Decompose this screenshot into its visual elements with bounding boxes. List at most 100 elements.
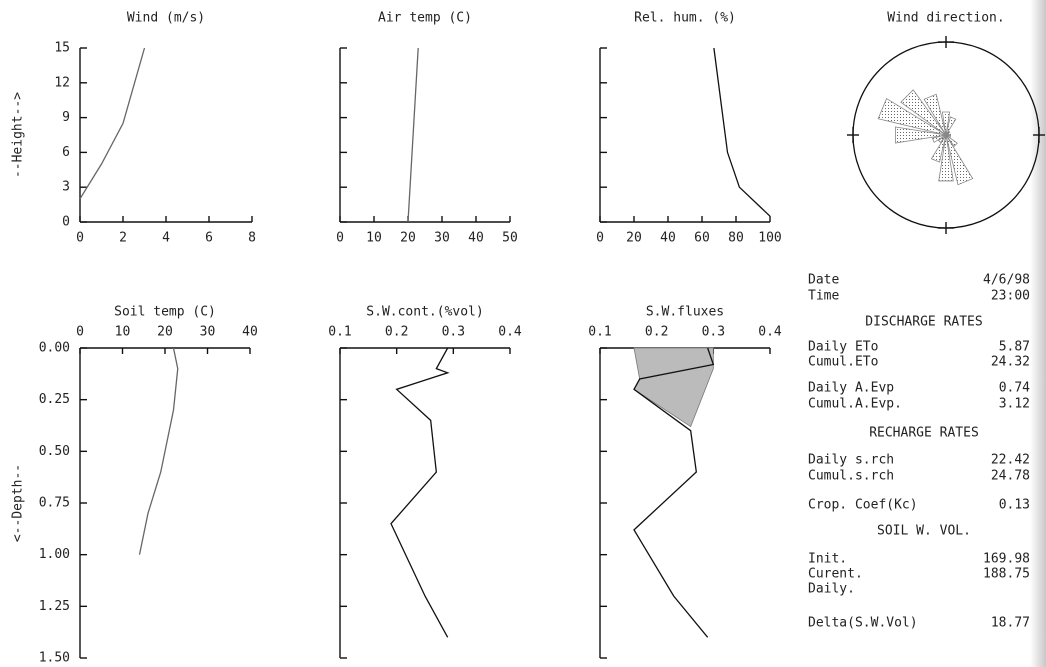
rose-petal bbox=[938, 134, 954, 182]
x-tick-label: 0.2 bbox=[385, 325, 408, 340]
x-tick-label: 40 bbox=[468, 231, 484, 246]
x-tick-label: 80 bbox=[728, 231, 744, 246]
section-heading: RECHARGE RATES bbox=[869, 426, 979, 441]
summary-value: 0.13 bbox=[999, 498, 1030, 513]
summary-label: Cumul.ETo bbox=[808, 355, 878, 370]
rose-petal bbox=[945, 116, 957, 136]
x-tick-label: 0 bbox=[76, 325, 84, 340]
summary-label: Time bbox=[808, 289, 839, 304]
x-tick-label: 0.4 bbox=[758, 325, 782, 340]
x-tick-label: 6 bbox=[205, 231, 213, 246]
profile-line bbox=[633, 347, 715, 638]
y-tick-label: 0.75 bbox=[39, 496, 70, 511]
x-tick-label: 2 bbox=[119, 231, 127, 246]
x-tick-label: 20 bbox=[626, 231, 642, 246]
flux-area bbox=[633, 347, 714, 428]
chart-title: S.W.fluxes bbox=[646, 305, 724, 320]
summary-value: 18.77 bbox=[991, 616, 1030, 631]
rose-petal bbox=[945, 134, 974, 186]
summary-label: Curent. bbox=[808, 567, 863, 582]
rose-petal bbox=[923, 93, 947, 136]
summary-label: Cumul.s.rch bbox=[808, 469, 894, 484]
rose-petal bbox=[900, 89, 947, 136]
profile-line bbox=[407, 47, 419, 223]
profile-line bbox=[713, 47, 771, 217]
x-tick-label: 40 bbox=[242, 325, 258, 340]
summary-label: Daily ETo bbox=[808, 340, 878, 355]
x-tick-label: 0.4 bbox=[498, 325, 522, 340]
x-tick-label: 0 bbox=[336, 231, 344, 246]
summary-label: Init. bbox=[808, 552, 847, 567]
chart-title: Rel. hum. (%) bbox=[634, 11, 736, 26]
x-tick-label: 4 bbox=[162, 231, 170, 246]
profile-line bbox=[138, 347, 179, 555]
summary-value: 3.12 bbox=[999, 397, 1030, 412]
x-tick-label: 10 bbox=[115, 325, 131, 340]
chart-title: S.W.cont.(%vol) bbox=[366, 305, 483, 320]
summary-label: Delta(S.W.Vol) bbox=[808, 616, 918, 631]
summary-value: 24.78 bbox=[991, 469, 1030, 484]
summary-value: 5.87 bbox=[999, 340, 1030, 355]
rose-petal bbox=[895, 126, 947, 144]
y-tick-label: 0.50 bbox=[39, 444, 70, 459]
x-tick-label: 100 bbox=[758, 231, 781, 246]
x-tick-label: 8 bbox=[248, 231, 256, 246]
x-tick-label: 20 bbox=[157, 325, 173, 340]
summary-value: 188.75 bbox=[983, 567, 1030, 582]
x-tick-label: 0 bbox=[596, 231, 604, 246]
summary-value: 169.98 bbox=[983, 552, 1030, 567]
y-tick-label: 1.25 bbox=[39, 599, 70, 614]
rose-petal bbox=[941, 111, 951, 136]
section-heading: DISCHARGE RATES bbox=[865, 315, 982, 330]
chart-title: Soil temp (C) bbox=[114, 305, 216, 320]
y-tick-label: 0 bbox=[62, 215, 70, 230]
summary-value: 4/6/98 bbox=[983, 273, 1030, 288]
x-tick-label: 0.2 bbox=[645, 325, 668, 340]
y-tick-label: 1.50 bbox=[39, 651, 70, 666]
x-tick-label: 40 bbox=[660, 231, 676, 246]
y-tick-label: 6 bbox=[62, 145, 70, 160]
y-tick-label: 3 bbox=[62, 180, 70, 195]
y-tick-label: 12 bbox=[54, 75, 70, 90]
x-tick-label: 10 bbox=[366, 231, 382, 246]
y-tick-label: 9 bbox=[62, 110, 70, 125]
x-tick-label: 50 bbox=[502, 231, 518, 246]
x-tick-label: 30 bbox=[434, 231, 450, 246]
y-tick-label: 1.00 bbox=[39, 547, 70, 562]
y-tick-label: 0.25 bbox=[39, 392, 70, 407]
x-tick-label: 60 bbox=[694, 231, 710, 246]
summary-label: Daily s.rch bbox=[808, 453, 894, 468]
summary-label: Crop. Coef(Kc) bbox=[808, 498, 918, 513]
rose-petal bbox=[945, 134, 958, 147]
y-axis-label: --Height--> bbox=[11, 92, 26, 178]
x-tick-label: 20 bbox=[400, 231, 416, 246]
summary-label: Daily A.Evp bbox=[808, 381, 894, 396]
rose-petal bbox=[931, 134, 947, 143]
section-heading: SOIL W. VOL. bbox=[877, 524, 971, 539]
summary-label: Date bbox=[808, 273, 839, 288]
summary-value: 0.74 bbox=[999, 381, 1030, 396]
chart-title: Wind (m/s) bbox=[127, 11, 205, 26]
chart-title: Air temp (C) bbox=[378, 11, 472, 26]
y-tick-label: 15 bbox=[54, 41, 70, 56]
y-axis-label: <--Depth-- bbox=[11, 464, 26, 542]
profile-line bbox=[390, 347, 450, 638]
summary-value: 22.42 bbox=[991, 453, 1030, 468]
summary-label: Cumul.A.Evp. bbox=[808, 397, 902, 412]
rose-petal bbox=[930, 134, 947, 163]
rose-petal bbox=[877, 97, 947, 136]
summary-value: 24.32 bbox=[991, 355, 1030, 370]
x-tick-label: 0.3 bbox=[702, 325, 725, 340]
x-tick-label: 0.3 bbox=[442, 325, 465, 340]
x-tick-label: 0.1 bbox=[588, 325, 611, 340]
y-tick-label: 0.00 bbox=[39, 341, 70, 356]
summary-label: Daily. bbox=[808, 582, 855, 597]
x-tick-label: 30 bbox=[200, 325, 216, 340]
chart-title: Wind direction. bbox=[887, 11, 1004, 26]
x-tick-label: 0 bbox=[76, 231, 84, 246]
summary-value: 23:00 bbox=[991, 289, 1030, 304]
profile-line bbox=[79, 47, 146, 200]
x-tick-label: 0.1 bbox=[328, 325, 351, 340]
